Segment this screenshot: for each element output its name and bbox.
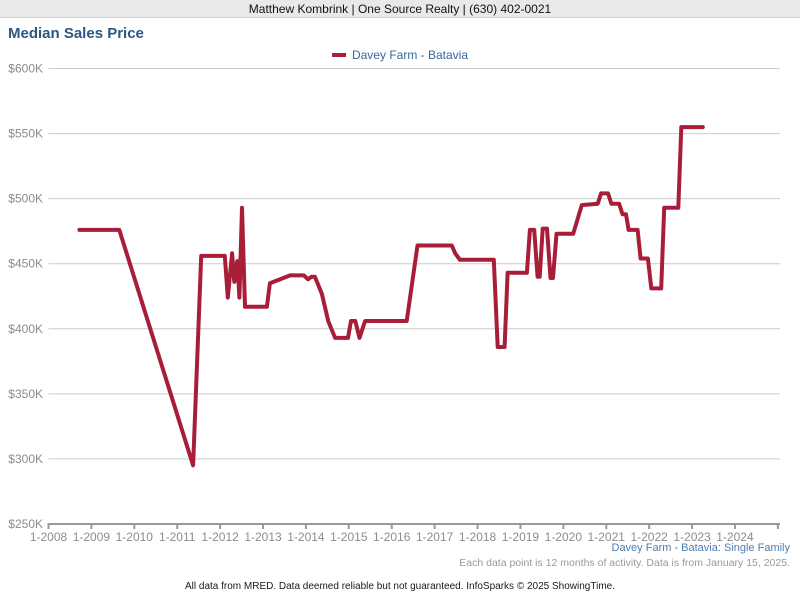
x-tick-label: 1-2009 — [73, 530, 111, 544]
x-tick-label: 1-2024 — [716, 530, 754, 544]
disclaimer-footer: All data from MRED. Data deemed reliable… — [184, 581, 615, 592]
x-tick-label: 1-2023 — [673, 530, 711, 544]
x-tick-label: 1-2022 — [630, 530, 668, 544]
median-sales-price-chart[interactable]: $250K $300K $350K $400K $450K $500K $550K $600K… — [0, 0, 800, 548]
y-tick-label: $400K — [8, 322, 43, 336]
chart-legend[interactable]: Davey Farm - Batavia — [0, 48, 800, 62]
x-tick-label: 1-2011 — [159, 530, 196, 544]
agent-header-bar: Matthew Kombrink | One Source Realty | (… — [0, 0, 800, 18]
x-tick-label: 1-2008 — [30, 530, 68, 544]
y-tick-label: $600K — [8, 62, 43, 76]
x-tick-label: 1-2016 — [373, 530, 411, 544]
x-tick-label: 1-2018 — [459, 530, 497, 544]
y-tick-label: $450K — [8, 257, 43, 271]
legend-label: Davey Farm - Batavia — [351, 48, 469, 62]
x-tick-label: 1-2014 — [287, 530, 325, 544]
y-tick-label: $300K — [8, 452, 43, 466]
x-tick-label: 1-2020 — [545, 530, 583, 544]
x-tick-label: 1-2015 — [330, 530, 368, 544]
page-title: Median Sales Price — [8, 25, 144, 42]
y-tick-label: $550K — [8, 127, 43, 141]
legend-line-swatch — [331, 53, 346, 57]
x-tick-label: 1-2017 — [416, 530, 454, 544]
series-descriptor: Davey Farm - Batavia: Single Family — [611, 542, 791, 554]
series-line-davey-farm-batavia — [77, 125, 705, 468]
data-source-note: Each data point is 12 months of activity… — [459, 557, 790, 569]
y-tick-label: $250K — [8, 517, 43, 531]
x-tick-label: 1-2021 — [588, 530, 626, 544]
y-tick-label: $500K — [8, 192, 43, 206]
x-tick-label: 1-2019 — [502, 530, 540, 544]
x-tick-label: 1-2010 — [116, 530, 154, 544]
y-tick-label: $350K — [8, 387, 43, 401]
agent-info-text: Matthew Kombrink | One Source Realty | (… — [248, 2, 552, 16]
x-tick-label: 1-2012 — [201, 530, 239, 544]
x-tick-label: 1-2013 — [244, 530, 282, 544]
